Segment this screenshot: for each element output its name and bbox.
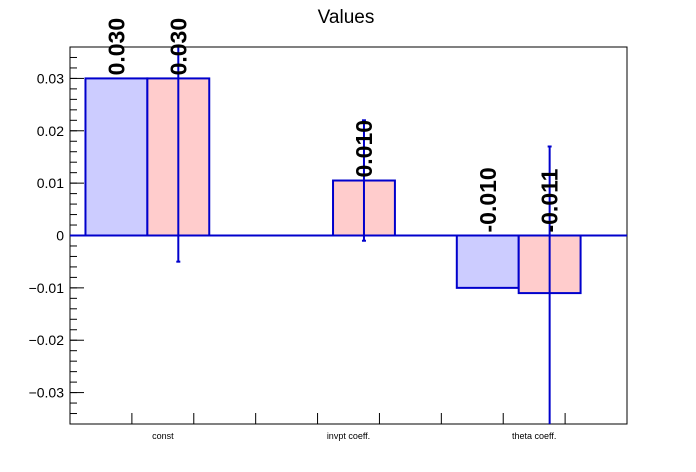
bar — [84, 77, 149, 237]
y-tick-label: 0.02 — [37, 123, 64, 139]
y-tick-label: 0.03 — [37, 70, 64, 86]
chart-title: Values — [318, 7, 375, 28]
y-tick-label: 0.01 — [37, 175, 64, 191]
bar — [455, 234, 520, 289]
data-labels: 0.030 -0.010 0.030 0.010 -0.011 — [103, 18, 562, 233]
bars — [84, 77, 582, 295]
y-axis: −0.03 −0.02 −0.01 0 0.01 0.02 0.03 — [29, 46, 84, 425]
error-bars — [176, 47, 552, 424]
data-label: -0.010 — [475, 167, 501, 232]
data-label: 0.030 — [103, 18, 129, 76]
category-label: const — [152, 431, 174, 441]
y-tick-label: −0.03 — [29, 385, 65, 401]
y-tick-label: −0.02 — [29, 332, 65, 348]
data-label: -0.011 — [537, 168, 563, 232]
y-tick-label: −0.01 — [29, 280, 65, 296]
category-label: theta coeff. — [512, 431, 556, 441]
category-label: invpt coeff. — [327, 431, 370, 441]
data-label: 0.030 — [165, 18, 191, 76]
data-label: 0.010 — [351, 120, 377, 178]
x-axis: const invpt coeff. theta coeff. — [69, 413, 628, 441]
y-tick-label: 0 — [56, 228, 64, 244]
